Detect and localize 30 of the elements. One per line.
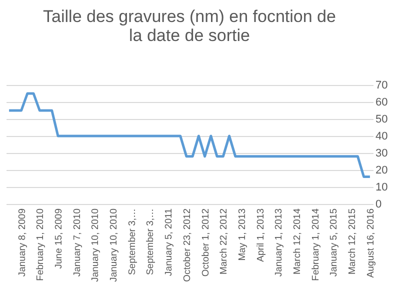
x-tick-label: January 1, 2013 <box>274 208 285 277</box>
y-tick-label: 10 <box>376 182 388 194</box>
x-tick-label: March 22, 2012 <box>218 208 230 275</box>
y-tick-label: 20 <box>376 164 388 176</box>
y-tick-label: 40 <box>376 130 388 142</box>
x-tick-label: January 7, 2010 <box>72 208 83 277</box>
x-tick-label: May 1, 2013 <box>236 208 248 261</box>
y-tick-label: 50 <box>376 114 388 126</box>
x-tick-label: January 10, 2010 <box>108 208 120 282</box>
x-tick-label: January 8, 2009 <box>16 208 28 277</box>
x-tick-label: January 5, 2011 <box>164 208 175 276</box>
y-tick-label: 0 <box>376 198 382 210</box>
x-tick-label: March 12, 2014 <box>292 208 304 275</box>
chart-title: Taille des gravures (nm) en focntion de la date de sortie <box>43 7 336 45</box>
x-tick-label: October 1, 2012 <box>200 208 212 277</box>
x-tick-label: April 1, 2013 <box>255 208 266 262</box>
x-tick-label: August 16, 2016 <box>365 208 376 278</box>
x-tick-label: January 5, 2015 <box>328 208 340 277</box>
x-tick-label: January 10, 2010 <box>90 208 102 282</box>
y-tick-label: 30 <box>376 148 388 160</box>
x-tick-label: September 3,… <box>126 208 138 276</box>
y-tick-label: 70 <box>376 80 388 92</box>
x-tick-label: February 1, 2010 <box>35 208 46 281</box>
y-tick-label: 60 <box>376 96 388 108</box>
x-tick-label: June 15, 2009 <box>53 208 64 269</box>
x-tick-label: March 12, 2015 <box>347 208 358 275</box>
x-tick-label: October 23, 2012 <box>182 208 193 282</box>
line-series <box>8 92 372 178</box>
x-tick-label: February 1, 2014 <box>310 208 322 281</box>
x-tick-label: September 3,… <box>145 208 156 276</box>
